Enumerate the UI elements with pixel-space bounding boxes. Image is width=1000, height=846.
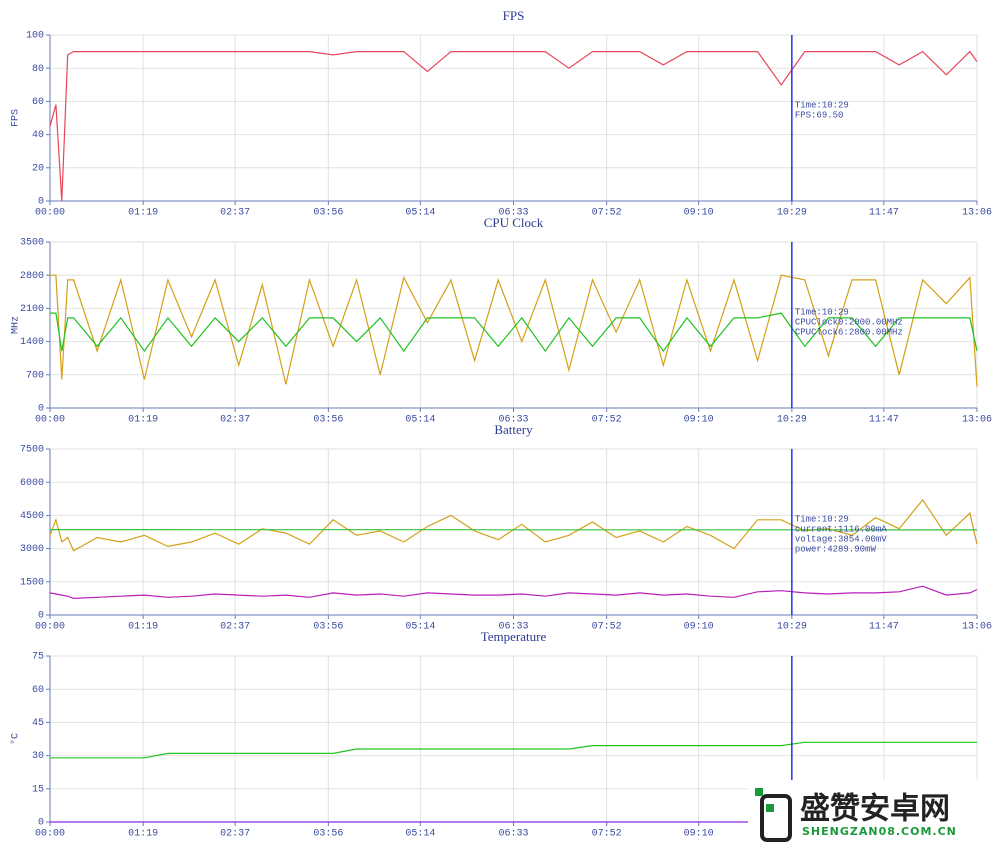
y-tick-label: 0 bbox=[38, 818, 44, 829]
cursor-annotation: Time:10:29 bbox=[795, 307, 849, 317]
y-axis-label: FPS bbox=[11, 109, 22, 127]
y-tick-label: 2100 bbox=[20, 304, 44, 315]
x-tick-label: 06:33 bbox=[498, 208, 528, 219]
cursor-annotation: current:1116.00mA bbox=[795, 524, 887, 534]
x-tick-label: 09:10 bbox=[684, 415, 714, 426]
y-tick-label: 60 bbox=[32, 97, 44, 108]
x-tick-label: 05:14 bbox=[405, 829, 435, 840]
chart-title: CPU Clock bbox=[484, 215, 544, 230]
x-tick-label: 10:29 bbox=[777, 415, 807, 426]
y-tick-label: 7500 bbox=[20, 445, 44, 456]
x-tick-label: 06:33 bbox=[498, 415, 528, 426]
y-tick-label: 2800 bbox=[20, 271, 44, 282]
y-tick-label: 15 bbox=[32, 784, 44, 795]
x-tick-label: 13:06 bbox=[962, 208, 992, 219]
x-tick-label: 06:33 bbox=[498, 622, 528, 633]
cursor-annotation: power:4289.90mW bbox=[795, 544, 877, 554]
y-axis-label: MHz bbox=[11, 316, 22, 334]
y-axis-label: °C bbox=[10, 733, 22, 745]
icon-square bbox=[755, 788, 763, 796]
x-tick-label: 02:37 bbox=[220, 622, 250, 633]
y-tick-label: 100 bbox=[26, 31, 44, 42]
series-line bbox=[50, 274, 978, 387]
y-tick-label: 700 bbox=[26, 370, 44, 381]
y-tick-label: 60 bbox=[32, 685, 44, 696]
y-tick-label: 45 bbox=[32, 718, 44, 729]
y-tick-label: 6000 bbox=[20, 478, 44, 489]
x-tick-label: 01:19 bbox=[128, 415, 158, 426]
cursor-annotation: CPUClock6:2800.00MHz bbox=[795, 327, 903, 337]
y-tick-label: 1500 bbox=[20, 577, 44, 588]
phone-icon bbox=[760, 794, 792, 842]
y-tick-label: 30 bbox=[32, 751, 44, 762]
y-tick-label: 40 bbox=[32, 130, 44, 141]
x-tick-label: 11:47 bbox=[869, 208, 899, 219]
y-tick-label: 20 bbox=[32, 163, 44, 174]
x-tick-label: 00:00 bbox=[35, 208, 65, 219]
x-tick-label: 13:06 bbox=[962, 415, 992, 426]
series-line bbox=[50, 741, 977, 759]
y-tick-label: 75 bbox=[32, 652, 44, 663]
x-tick-label: 07:52 bbox=[592, 208, 622, 219]
cursor-annotation: Time:10:29 bbox=[795, 514, 849, 524]
cursor-annotation: FPS:69.50 bbox=[795, 110, 844, 120]
y-tick-label: 0 bbox=[38, 197, 44, 208]
x-tick-label: 01:19 bbox=[128, 208, 158, 219]
chart-title: Temperature bbox=[481, 629, 547, 644]
x-tick-label: 03:56 bbox=[313, 622, 343, 633]
x-tick-label: 11:47 bbox=[869, 622, 899, 633]
y-tick-label: 3500 bbox=[20, 238, 44, 249]
y-tick-label: 80 bbox=[32, 64, 44, 75]
x-tick-label: 09:10 bbox=[684, 829, 714, 840]
x-tick-label: 10:29 bbox=[777, 622, 807, 633]
x-tick-label: 06:33 bbox=[498, 829, 528, 840]
x-tick-label: 03:56 bbox=[313, 208, 343, 219]
x-tick-label: 03:56 bbox=[313, 829, 343, 840]
watermark-url: SHENGZAN08.COM.CN bbox=[802, 825, 957, 838]
x-tick-label: 02:37 bbox=[220, 829, 250, 840]
watermark: 盛赞安卓网 SHENGZAN08.COM.CN bbox=[748, 780, 1000, 846]
x-tick-label: 00:00 bbox=[35, 622, 65, 633]
series-line bbox=[50, 312, 978, 353]
chart-title: FPS bbox=[503, 8, 525, 23]
y-tick-label: 3000 bbox=[20, 544, 44, 555]
icon-square bbox=[766, 804, 774, 812]
series-line bbox=[49, 50, 978, 202]
x-tick-label: 02:37 bbox=[220, 208, 250, 219]
x-tick-label: 07:52 bbox=[592, 415, 622, 426]
series-line bbox=[49, 498, 978, 552]
x-tick-label: 01:19 bbox=[128, 622, 158, 633]
x-tick-label: 01:19 bbox=[128, 829, 158, 840]
watermark-title: 盛赞安卓网 bbox=[800, 792, 950, 827]
series-line bbox=[49, 585, 978, 600]
cursor-annotation: Time:10:29 bbox=[795, 100, 849, 110]
x-tick-label: 11:47 bbox=[869, 415, 899, 426]
x-tick-label: 13:06 bbox=[962, 622, 992, 633]
x-tick-label: 07:52 bbox=[592, 829, 622, 840]
x-tick-label: 10:29 bbox=[777, 208, 807, 219]
x-tick-label: 07:52 bbox=[592, 622, 622, 633]
cursor-annotation: voltage:3854.00mV bbox=[795, 534, 887, 544]
x-tick-label: 05:14 bbox=[405, 208, 435, 219]
x-tick-label: 09:10 bbox=[684, 622, 714, 633]
y-tick-label: 4500 bbox=[20, 511, 44, 522]
chart-title: Battery bbox=[494, 422, 533, 437]
y-tick-label: 0 bbox=[38, 611, 44, 622]
y-tick-label: 0 bbox=[38, 404, 44, 415]
x-tick-label: 00:00 bbox=[35, 829, 65, 840]
y-tick-label: 1400 bbox=[20, 337, 44, 348]
x-tick-label: 05:14 bbox=[405, 622, 435, 633]
x-tick-label: 00:00 bbox=[35, 415, 65, 426]
cursor-annotation: CPUClock0:2000.00MHz bbox=[795, 317, 903, 327]
x-tick-label: 09:10 bbox=[684, 208, 714, 219]
x-tick-label: 05:14 bbox=[405, 415, 435, 426]
x-tick-label: 03:56 bbox=[313, 415, 343, 426]
x-tick-label: 02:37 bbox=[220, 415, 250, 426]
